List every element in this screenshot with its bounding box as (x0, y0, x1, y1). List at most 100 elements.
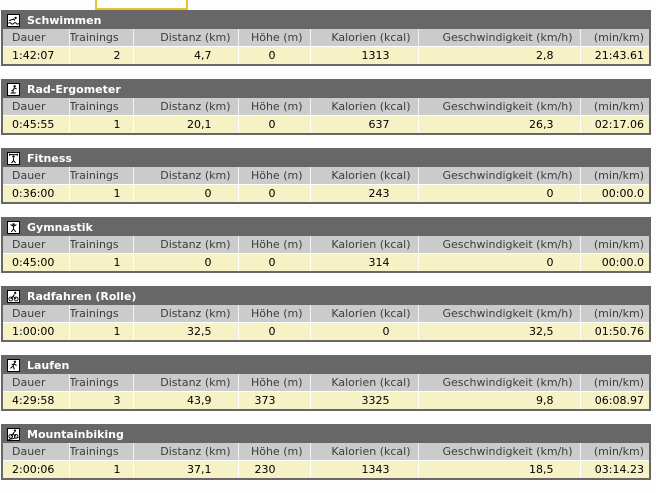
column-header-hoehe: Höhe (m) (237, 98, 310, 116)
cell-hoehe: 230 (237, 460, 310, 478)
column-header-hoehe: Höhe (m) (237, 374, 310, 392)
column-header-distanz: Distanz (km) (132, 98, 238, 116)
column-header-geschwindigkeit: Geschwindigkeit (km/h) (417, 305, 580, 323)
column-header-hoehe: Höhe (m) (237, 443, 310, 461)
section-header: Gymnastik (3, 219, 649, 236)
column-header-trainings: Trainings (68, 167, 133, 185)
column-header-hoehe: Höhe (m) (237, 236, 310, 254)
column-header-kalorien: Kalorien (kcal) (309, 443, 418, 461)
summary-row: 1:00:00 1 32,5 0 0 32,5 01:50.76 (3, 322, 649, 340)
cell-geschwindigkeit: 18,5 (417, 460, 580, 478)
cell-geschwindigkeit: 0 (417, 253, 580, 271)
column-header-distanz: Distanz (km) (132, 167, 238, 185)
section-title: Radfahren (Rolle) (27, 290, 137, 303)
cell-hoehe: 0 (237, 322, 310, 340)
column-header-minkm: (min/km) (579, 305, 649, 323)
top-tab-button[interactable] (95, 0, 188, 10)
column-header-kalorien: Kalorien (kcal) (309, 98, 418, 116)
cell-dauer: 0:36:00 (3, 184, 69, 202)
column-header-dauer: Dauer (3, 305, 69, 323)
cell-geschwindigkeit: 2,8 (417, 46, 580, 64)
cell-trainings: 1 (68, 115, 133, 133)
column-header-row: Dauer Trainings Distanz (km) Höhe (m) Ka… (3, 305, 649, 323)
column-header-row: Dauer Trainings Distanz (km) Höhe (m) Ka… (3, 98, 649, 116)
column-header-trainings: Trainings (68, 374, 133, 392)
column-header-geschwindigkeit: Geschwindigkeit (km/h) (417, 167, 580, 185)
column-header-distanz: Distanz (km) (132, 443, 238, 461)
indoor-cycling-icon (7, 290, 20, 303)
column-header-minkm: (min/km) (579, 98, 649, 116)
cell-minkm: 06:08.97 (579, 391, 649, 409)
sport-section-schwimmen: Schwimmen Dauer Trainings Distanz (km) H… (1, 10, 651, 66)
column-header-row: Dauer Trainings Distanz (km) Höhe (m) Ka… (3, 374, 649, 392)
cell-dauer: 1:00:00 (3, 322, 69, 340)
cell-geschwindigkeit: 9,8 (417, 391, 580, 409)
cell-dauer: 0:45:55 (3, 115, 69, 133)
section-header: Schwimmen (3, 12, 649, 29)
cell-distanz: 0 (132, 184, 238, 202)
summary-row: 4:29:58 3 43,9 373 3325 9,8 06:08.97 (3, 391, 649, 409)
cell-kalorien: 314 (309, 253, 418, 271)
cell-kalorien: 243 (309, 184, 418, 202)
cell-minkm: 00:00.0 (579, 253, 649, 271)
cell-distanz: 4,7 (132, 46, 238, 64)
column-header-trainings: Trainings (68, 98, 133, 116)
section-header: Mountainbiking (3, 426, 649, 443)
cell-trainings: 1 (68, 253, 133, 271)
mountainbike-icon (7, 428, 20, 441)
cell-geschwindigkeit: 0 (417, 184, 580, 202)
column-header-geschwindigkeit: Geschwindigkeit (km/h) (417, 443, 580, 461)
cell-geschwindigkeit: 32,5 (417, 322, 580, 340)
swimmer-icon (7, 14, 20, 27)
column-header-hoehe: Höhe (m) (237, 305, 310, 323)
section-header: Rad-Ergometer (3, 81, 649, 98)
column-header-trainings: Trainings (68, 29, 133, 47)
column-header-geschwindigkeit: Geschwindigkeit (km/h) (417, 374, 580, 392)
gymnastics-icon (7, 221, 20, 234)
column-header-kalorien: Kalorien (kcal) (309, 167, 418, 185)
summary-row: 2:00:06 1 37,1 230 1343 18,5 03:14.23 (3, 460, 649, 478)
column-header-dauer: Dauer (3, 374, 69, 392)
summary-row: 1:42:07 2 4,7 0 1313 2,8 21:43.61 (3, 46, 649, 64)
column-header-dauer: Dauer (3, 98, 69, 116)
cell-hoehe: 0 (237, 184, 310, 202)
section-title: Schwimmen (27, 14, 102, 27)
column-header-trainings: Trainings (68, 443, 133, 461)
cell-trainings: 3 (68, 391, 133, 409)
cell-distanz: 32,5 (132, 322, 238, 340)
cell-kalorien: 0 (309, 322, 418, 340)
cell-distanz: 37,1 (132, 460, 238, 478)
column-header-distanz: Distanz (km) (132, 305, 238, 323)
column-header-trainings: Trainings (68, 305, 133, 323)
section-header: Radfahren (Rolle) (3, 288, 649, 305)
column-header-dauer: Dauer (3, 29, 69, 47)
column-header-trainings: Trainings (68, 236, 133, 254)
section-title: Mountainbiking (27, 428, 124, 441)
section-title: Fitness (27, 152, 72, 165)
sport-section-fitness: Fitness Dauer Trainings Distanz (km) Höh… (1, 148, 651, 204)
cell-kalorien: 637 (309, 115, 418, 133)
section-header: Fitness (3, 150, 649, 167)
section-title: Rad-Ergometer (27, 83, 121, 96)
cell-dauer: 2:00:06 (3, 460, 69, 478)
column-header-dauer: Dauer (3, 443, 69, 461)
cell-hoehe: 373 (237, 391, 310, 409)
fitness-icon (7, 152, 20, 165)
cell-minkm: 21:43.61 (579, 46, 649, 64)
column-header-geschwindigkeit: Geschwindigkeit (km/h) (417, 98, 580, 116)
cell-minkm: 01:50.76 (579, 322, 649, 340)
cell-trainings: 1 (68, 322, 133, 340)
column-header-minkm: (min/km) (579, 374, 649, 392)
cell-distanz: 43,9 (132, 391, 238, 409)
column-header-row: Dauer Trainings Distanz (km) Höhe (m) Ka… (3, 167, 649, 185)
cell-trainings: 2 (68, 46, 133, 64)
section-title: Gymnastik (27, 221, 93, 234)
column-header-dauer: Dauer (3, 167, 69, 185)
column-header-kalorien: Kalorien (kcal) (309, 374, 418, 392)
training-summary-list: Schwimmen Dauer Trainings Distanz (km) H… (0, 10, 656, 493)
cell-kalorien: 1343 (309, 460, 418, 478)
summary-row: 0:36:00 1 0 0 243 0 00:00.0 (3, 184, 649, 202)
cell-distanz: 20,1 (132, 115, 238, 133)
column-header-kalorien: Kalorien (kcal) (309, 305, 418, 323)
sport-section-gymnastik: Gymnastik Dauer Trainings Distanz (km) H… (1, 217, 651, 273)
